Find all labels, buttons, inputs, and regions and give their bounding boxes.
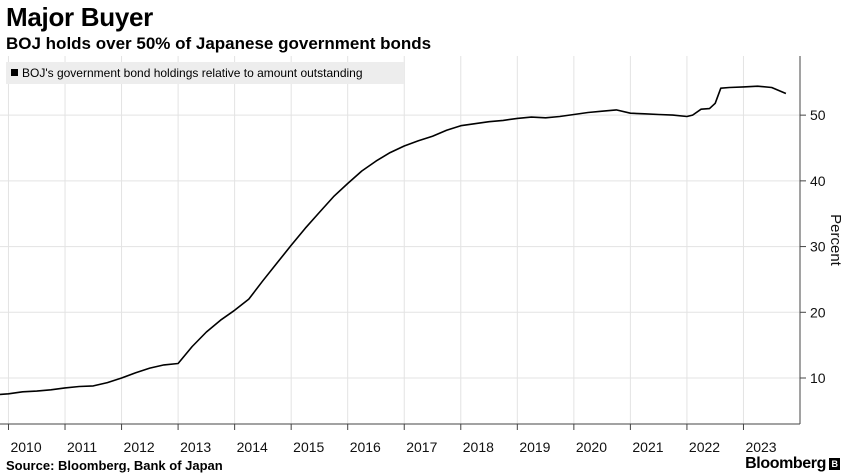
y-tick-10: 10 — [810, 370, 826, 386]
x-tick-2011: 2011 — [67, 439, 97, 455]
y-tick-50: 50 — [810, 107, 826, 123]
legend-swatch — [11, 69, 18, 76]
x-tick-2018: 2018 — [463, 439, 494, 455]
logo-text: Bloomberg — [745, 455, 826, 472]
x-tick-2020: 2020 — [576, 439, 607, 455]
legend: BOJ's government bond holdings relative … — [6, 62, 404, 84]
legend-label: BOJ's government bond holdings relative … — [22, 66, 363, 80]
chart-subtitle: BOJ holds over 50% of Japanese governmen… — [6, 34, 432, 53]
y-tick-20: 20 — [810, 304, 826, 320]
legend-background — [6, 62, 404, 84]
x-tick-2022: 2022 — [689, 439, 720, 455]
axes — [0, 56, 806, 430]
x-tick-2019: 2019 — [519, 439, 550, 455]
plot-area — [0, 85, 787, 396]
x-tick-2016: 2016 — [350, 439, 381, 455]
x-tick-2014: 2014 — [237, 439, 268, 455]
y-axis-label: Percent — [827, 214, 844, 267]
y-tick-40: 40 — [810, 173, 826, 189]
tick-labels: 2010 2011 2012 2013 2014 2015 2016 2017 2018 2019… — [10, 107, 825, 455]
series-line-0 — [0, 85, 787, 396]
x-tick-2017: 2017 — [406, 439, 437, 455]
x-tick-2013: 2013 — [180, 439, 211, 455]
bloomberg-b-icon: B — [829, 458, 840, 470]
y-tick-30: 30 — [810, 239, 826, 255]
source-note: Source: Bloomberg, Bank of Japan — [6, 458, 223, 473]
x-tick-2010: 2010 — [10, 439, 41, 455]
bloomberg-logo: Bloomberg B — [745, 455, 840, 473]
x-tick-2012: 2012 — [124, 439, 155, 455]
x-tick-2015: 2015 — [293, 439, 324, 455]
gridlines — [0, 56, 800, 424]
x-tick-2021: 2021 — [632, 439, 663, 455]
x-tick-2023: 2023 — [745, 439, 776, 455]
chart-title: Major Buyer — [6, 2, 153, 32]
